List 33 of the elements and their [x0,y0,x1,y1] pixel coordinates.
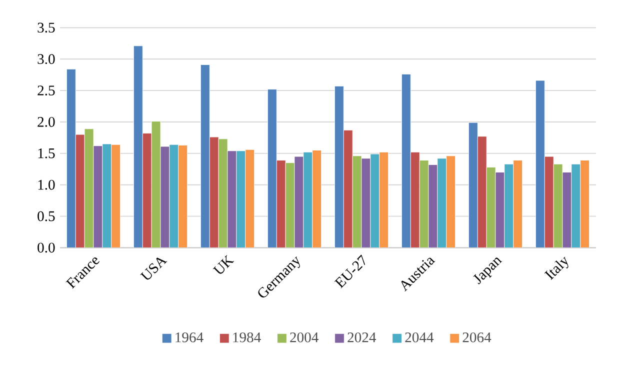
y-tick-label: 1.0 [38,180,55,190]
bar [536,80,545,248]
x-tick-label: USA [140,258,168,280]
bar [446,156,456,248]
bar [312,150,322,248]
bar [513,160,522,248]
bar [134,46,143,248]
legend-label: 1984 [233,332,261,342]
legend-label: 2064 [462,332,492,342]
bar [468,122,478,248]
y-tick-label: 0.0 [38,242,55,253]
bar [580,160,590,248]
bar [402,74,411,248]
legend-label: 2024 [348,332,376,342]
y-tick-label: 2.0 [38,117,55,127]
bar [200,64,210,248]
bar [268,89,277,248]
y-tick-label: 0.5 [38,211,55,222]
y-tick-label: 3.0 [38,54,55,64]
legend-label: 1964 [176,332,204,342]
bar [245,149,254,248]
y-tick-label: 2.5 [38,86,55,96]
x-tick-label: UK [212,254,234,274]
bar [66,68,76,248]
bar [379,152,388,248]
x-tick-label: Italy [544,256,568,280]
bar [334,86,344,248]
y-tick-label: 1.5 [38,148,55,158]
bar [111,144,120,248]
bar [178,145,188,248]
legend-label: 2004 [290,332,318,342]
legend-label: 2044 [405,332,434,342]
y-tick-label: 3.5 [38,22,55,33]
